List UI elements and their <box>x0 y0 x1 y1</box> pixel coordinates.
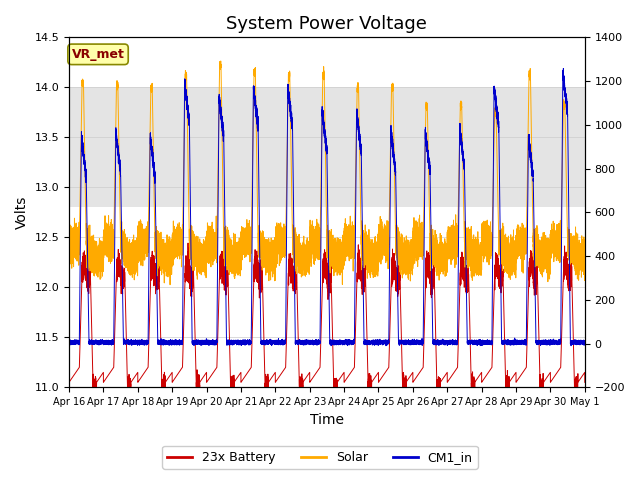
Y-axis label: Volts: Volts <box>15 196 29 229</box>
Legend: 23x Battery, Solar, CM1_in: 23x Battery, Solar, CM1_in <box>163 446 477 469</box>
X-axis label: Time: Time <box>310 413 344 427</box>
Text: VR_met: VR_met <box>72 48 125 61</box>
Bar <box>69 87 585 207</box>
Title: System Power Voltage: System Power Voltage <box>227 15 428 33</box>
